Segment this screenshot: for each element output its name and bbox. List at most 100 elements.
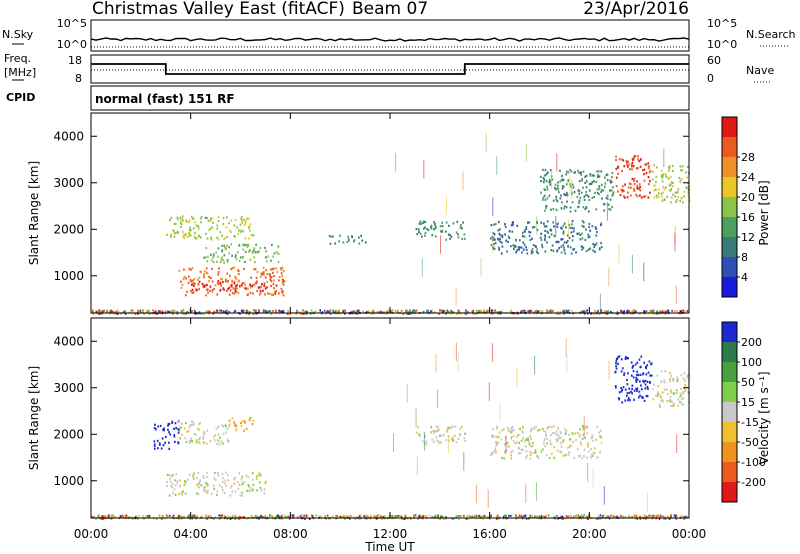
heatmap-cell (543, 437, 546, 440)
heatmap-cell (270, 259, 272, 262)
heatmap-cell (210, 277, 212, 280)
heatmap-cell (620, 390, 623, 393)
heatmap-cell (439, 441, 442, 444)
heatmap-cell (512, 434, 515, 438)
heatmap-cell (494, 447, 497, 450)
heatmap-cell (578, 433, 581, 436)
heatmap-cell (230, 268, 233, 271)
heatmap-cell (636, 387, 639, 390)
heatmap-cell (650, 362, 653, 365)
heatmap-cell (175, 426, 177, 430)
heatmap-cell (644, 515, 647, 518)
heatmap-cell (100, 517, 102, 520)
heatmap-cell (663, 381, 666, 384)
heatmap-cell (552, 221, 555, 224)
heatmap-cell (227, 515, 229, 518)
heatmap-cell (212, 254, 215, 257)
heatmap-cell (184, 483, 186, 486)
heatmap-cell (663, 309, 665, 312)
heatmap-cell (482, 515, 485, 518)
heatmap-cell (647, 387, 649, 390)
heatmap-cell (515, 514, 517, 517)
heatmap-cell (657, 391, 659, 394)
heatmap-cell (191, 440, 193, 443)
heatmap-cell (382, 515, 385, 518)
heatmap-cell (592, 439, 594, 442)
heatmap-cell (342, 241, 345, 244)
heatmap-cell (588, 210, 590, 213)
heatmap-cell (185, 492, 187, 495)
heatmap-cell (234, 289, 237, 292)
heatmap-cell (553, 432, 556, 435)
heatmap-cell (646, 364, 648, 367)
heatmap-cell (590, 182, 593, 186)
heatmap-cell (664, 370, 666, 373)
heatmap-cell (500, 252, 503, 255)
heatmap-cell (288, 516, 290, 519)
heatmap-cell (206, 517, 208, 520)
heatmap-cell (600, 224, 602, 227)
heatmap-cell (687, 375, 690, 378)
heatmap-cell (519, 452, 522, 455)
heatmap-cell (246, 245, 249, 248)
heatmap-cell (581, 178, 583, 181)
heatmap-cell (635, 387, 637, 390)
heatmap-cell (567, 245, 569, 248)
heatmap-cell (583, 312, 586, 315)
heatmap-cell (541, 427, 544, 430)
heatmap-cell (191, 215, 193, 218)
heatmap-cell (538, 515, 541, 518)
heatmap-cell (241, 219, 243, 222)
heatmap-cell (191, 217, 194, 220)
heatmap-cell (669, 201, 672, 204)
heatmap-cell (551, 310, 553, 313)
heatmap-cell (421, 235, 423, 238)
heatmap-cell (652, 398, 655, 401)
heatmap-cell (656, 515, 659, 518)
heatmap-cell (647, 183, 650, 186)
heatmap-cell (549, 439, 551, 442)
heatmap-cell (622, 386, 625, 389)
heatmap-cell (195, 289, 198, 292)
heatmap-cell (259, 291, 262, 294)
heatmap-cell (660, 514, 662, 517)
heatmap-cell (221, 480, 224, 483)
heatmap-cell (622, 515, 624, 518)
heatmap-cell (243, 516, 245, 519)
heatmap-cell (424, 226, 426, 229)
heatmap-cell (234, 219, 237, 222)
heatmap-cell (670, 389, 672, 392)
heatmap-cell (548, 310, 551, 313)
heatmap-cell (169, 433, 172, 436)
heatmap-cell (666, 400, 668, 403)
heatmap-cell (501, 429, 504, 432)
y-tick-label: 1000 (53, 474, 84, 488)
heatmap-cell (445, 310, 447, 312)
heatmap-cell (233, 280, 236, 283)
heatmap-cell (248, 418, 251, 421)
heatmap-cell (671, 379, 674, 382)
heatmap-cell (661, 391, 664, 394)
heatmap-cell (565, 241, 568, 244)
heatmap-cell (131, 309, 133, 312)
heatmap-cell (101, 310, 103, 313)
heatmap-cell (124, 310, 126, 313)
heatmap-cell (623, 373, 625, 377)
heatmap-cell (275, 311, 277, 314)
heatmap-cell (633, 179, 635, 182)
heatmap-cell (248, 312, 251, 315)
heatmap-cell (594, 447, 596, 450)
heatmap-cell (344, 518, 346, 520)
heatmap-cell (531, 237, 533, 240)
heatmap-cell (600, 309, 602, 312)
heatmap-cell (192, 282, 195, 285)
heatmap-cell (529, 435, 532, 438)
heatmap-cell (206, 515, 208, 518)
heatmap-cell (284, 516, 286, 519)
heatmap-cell (623, 310, 626, 313)
heatmap-cell (527, 221, 529, 224)
heatmap-cell (563, 246, 565, 249)
heatmap-cell (459, 515, 462, 517)
heatmap-cell (525, 227, 527, 231)
